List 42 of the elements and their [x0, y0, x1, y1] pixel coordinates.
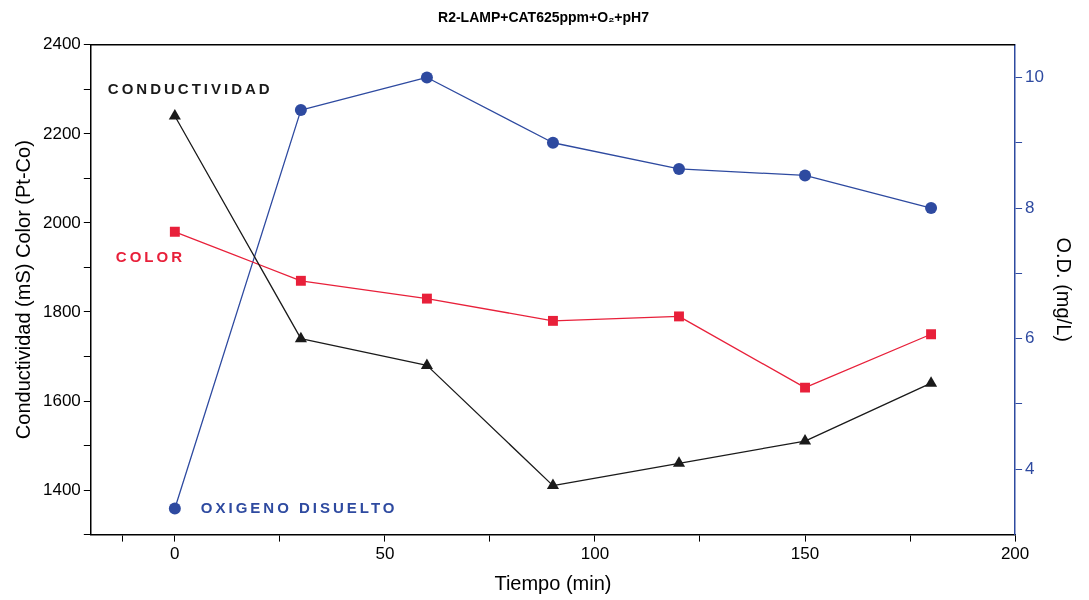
point	[798, 434, 812, 445]
point	[294, 104, 307, 117]
point	[799, 169, 812, 182]
y-tick-label: 2200	[42, 123, 81, 143]
point	[548, 315, 558, 326]
y-tick-label: 2400	[42, 34, 81, 54]
point	[800, 382, 810, 393]
y2-tick-label: 4	[1025, 458, 1035, 478]
point	[420, 71, 433, 84]
x-tick-label: 150	[790, 544, 820, 564]
x-tick-label: 50	[375, 544, 395, 564]
y2-tick-label: 8	[1025, 197, 1035, 217]
y2-tick-label: 10	[1025, 67, 1045, 87]
point	[925, 376, 938, 387]
series-label: COLOR	[115, 247, 186, 265]
point	[672, 162, 685, 175]
series-label: CONDUCTIVIDAD	[107, 80, 273, 98]
point	[420, 358, 433, 369]
point	[546, 136, 559, 149]
y-tick-label: 1600	[42, 390, 81, 410]
y-axis-title: Conductividad (mS) Color (Pt-Co)	[11, 140, 34, 440]
point	[546, 478, 560, 490]
point	[674, 311, 684, 322]
point	[672, 456, 686, 467]
y2-axis-title: O.D. (mg/L)	[1053, 237, 1076, 342]
point	[421, 293, 432, 304]
x-tick-label: 200	[1000, 544, 1030, 564]
x-tick-label: 0	[170, 544, 180, 564]
point	[925, 202, 938, 215]
x-tick-label: 100	[580, 544, 610, 564]
y-tick-label: 2000	[42, 212, 81, 232]
chart-title: R2-LAMP+CAT625ppm+O₂+pH7	[438, 9, 650, 26]
point	[926, 329, 937, 340]
x-axis-title: Tiempo (min)	[494, 571, 612, 594]
y2-tick-label: 6	[1025, 328, 1035, 348]
y-tick-label: 1400	[42, 479, 81, 499]
point	[295, 275, 306, 286]
series-label: OXIGENO DISUELTO	[200, 498, 398, 516]
point	[294, 331, 307, 343]
point	[169, 226, 180, 237]
point	[168, 502, 181, 515]
y-tick-label: 1800	[42, 301, 81, 321]
